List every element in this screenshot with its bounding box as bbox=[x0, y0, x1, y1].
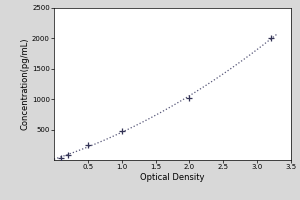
Y-axis label: Concentration(pg/mL): Concentration(pg/mL) bbox=[20, 38, 29, 130]
X-axis label: Optical Density: Optical Density bbox=[140, 173, 205, 182]
